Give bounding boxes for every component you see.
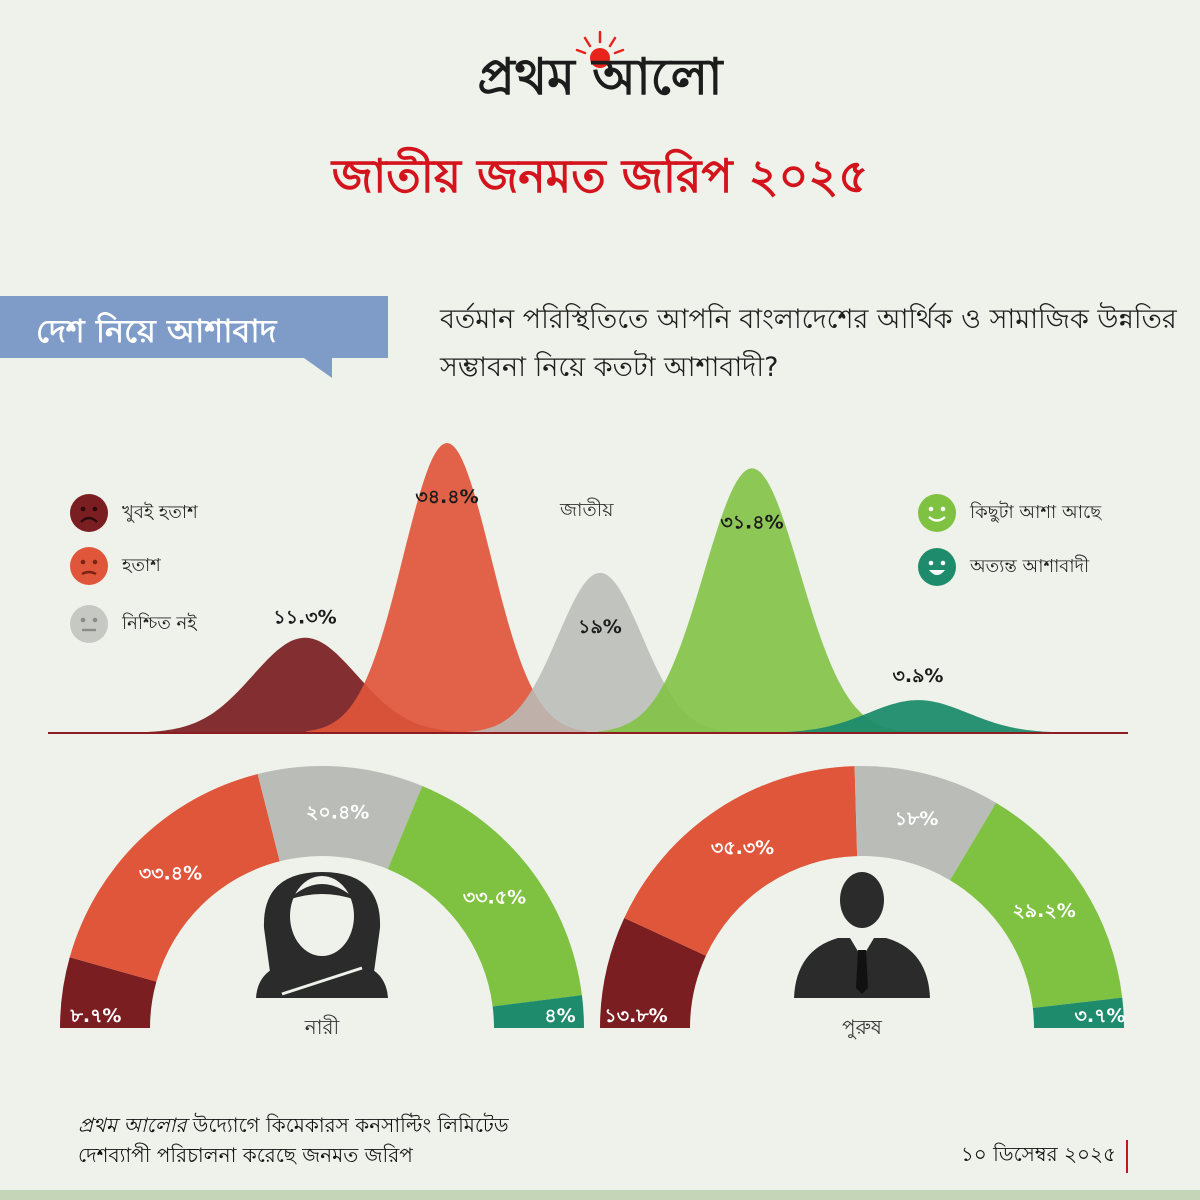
national-distribution-chart: ১১.৩% ৩৪.৪% ১৯% ৩১.৪% ৩.৯%: [48, 443, 1128, 734]
legend-item-very-hopeful: অত্যন্ত আশাবাদী: [918, 548, 1089, 586]
data-label: ৩১.৪%: [720, 511, 783, 533]
women-semi-donut-chart: ৮.৭% ৩৩.৪% ২০.৪% ৩৩.৫% ৪% নারী: [60, 766, 584, 1039]
women-segment-4: [387, 785, 582, 1007]
women-chart-title: নারী: [304, 1015, 340, 1039]
page-title: জাতীয় জনমত জরিপ ২০২৫: [331, 149, 869, 203]
men-segment-1: [600, 917, 706, 1028]
section-tag: দেশ নিয়ে আশাবাদ: [0, 296, 388, 358]
bottom-strip: [0, 1190, 1200, 1200]
national-chart-title: জাতীয়: [560, 499, 614, 521]
data-label: ৩৫.৩%: [711, 837, 774, 859]
legend-item-not-sure: নিশ্চিত নই: [70, 605, 197, 643]
legend-label: কিছুটা আশা আছে: [970, 501, 1102, 523]
legend-label: অত্যন্ত আশাবাদী: [970, 555, 1090, 577]
head: [840, 872, 884, 928]
man-silhouette-icon: [794, 872, 930, 998]
men-segment-2: [624, 766, 858, 956]
brand-logo: প্রথম আলো: [477, 47, 723, 106]
legend-label: নিশ্চিত নই: [122, 612, 197, 634]
data-label: ৮.৭%: [70, 1005, 122, 1027]
data-label: ১৮%: [895, 808, 939, 830]
women-segment-2: [69, 774, 280, 982]
data-label: ৪%: [544, 1005, 575, 1027]
legend-label: হতাশ: [122, 554, 161, 576]
fringe: [288, 884, 356, 900]
data-label: ১৯%: [578, 616, 622, 638]
men-segment-4: [950, 802, 1123, 1009]
collar: [850, 938, 874, 958]
legend-label: খুবই হতাশ: [122, 501, 198, 523]
data-label: ১৩.৮%: [604, 1005, 667, 1027]
scarf: [281, 966, 363, 996]
face: [290, 876, 354, 956]
neutral-face-icon: [70, 605, 108, 643]
tie: [856, 950, 868, 994]
women-segment-5: [492, 995, 584, 1028]
women-segment-3: [257, 766, 423, 870]
footer-note: প্রথম আলোর উদ্যোগে কিমেকারস কনসাল্টিং লি…: [78, 1110, 509, 1170]
men-chart-title: পুরুষ: [842, 1015, 883, 1039]
data-label: ৩৩.৪%: [139, 863, 202, 885]
footer-note-line2: দেশব্যাপী পরিচালনা করেছে জনমত জরিপ: [78, 1143, 413, 1167]
section-tag-label: দেশ নিয়ে আশাবাদ: [36, 312, 277, 350]
smile-face-icon: [918, 494, 956, 532]
men-semi-donut-chart: ১৩.৮% ৩৫.৩% ১৮% ২৯.২% ৩.৭% পুরুষ: [600, 766, 1125, 1039]
men-segment-5: [1032, 997, 1124, 1028]
sad-face-icon: [70, 547, 108, 585]
data-label: ১১.৩%: [273, 607, 336, 629]
data-label: ৩.৯%: [893, 665, 944, 687]
data-label: ২০.৪%: [306, 802, 369, 824]
data-label: ২৯.২%: [1012, 900, 1075, 922]
sun-logo-icon: [575, 30, 625, 68]
curve-4: [598, 468, 906, 733]
curve-2: [306, 443, 588, 733]
data-label: ৩৪.৪%: [415, 486, 478, 508]
curve-5: [758, 700, 1078, 733]
legend-item-somewhat-hopeful: কিছুটা আশা আছে: [918, 494, 1101, 532]
publish-date: ১০ ডিসেম্বর ২০২৫: [961, 1140, 1128, 1173]
section-tag-tail: [304, 358, 332, 378]
legend-item-very-disappointed: খুবই হতাশ: [70, 494, 198, 532]
women-segment-1: [60, 957, 157, 1028]
data-label: ৩.৭%: [1075, 1005, 1126, 1027]
footer-note-line1: উদ্যোগে কিমেকারস কনসাল্টিং লিমিটেড: [186, 1113, 509, 1137]
footer-brand: প্রথম আলোর: [78, 1113, 187, 1137]
very-sad-face-icon: [70, 494, 108, 532]
woman-silhouette-icon: [256, 872, 388, 998]
big-smile-face-icon: [918, 548, 956, 586]
men-segment-3: [854, 766, 997, 881]
data-label: ৩৩.৫%: [463, 886, 526, 908]
survey-question: বর্তমান পরিস্থিতিতে আপনি বাংলাদেশের আর্থ…: [440, 304, 1177, 383]
legend-item-disappointed: হতাশ: [70, 547, 161, 585]
